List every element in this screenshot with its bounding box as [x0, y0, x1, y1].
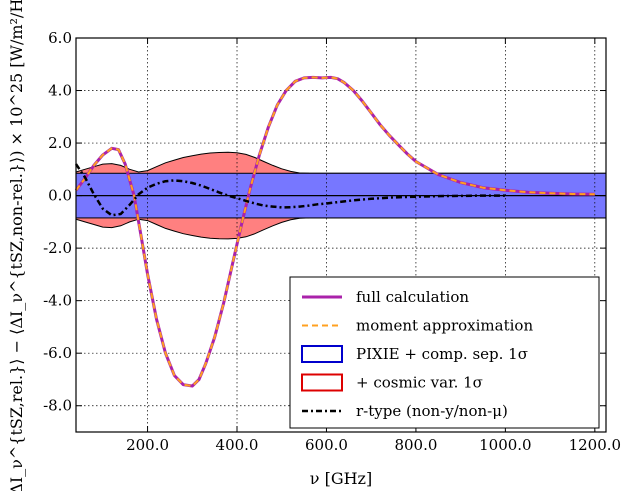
y-tick-label: -4.0 [43, 292, 72, 310]
legend: full calculation moment approximation PIXI… [289, 276, 600, 429]
x-axis-label: ν [GHz] [310, 469, 372, 488]
x-tick-label: 1200.0 [569, 436, 622, 454]
y-tick-label: 0.0 [48, 187, 72, 205]
legend-label: r-type (non-y/non-μ) [356, 402, 508, 420]
x-tick-label: 400.0 [216, 436, 259, 454]
y-tick-label: -8.0 [43, 397, 72, 415]
y-axis-label: (⟨ΔI_ν^{tSZ,rel.}⟩ − ⟨ΔI_ν^{tSZ,non-rel.… [7, 0, 26, 491]
y-tick-label: 2.0 [48, 134, 72, 152]
x-tick-label: 1000.0 [479, 436, 532, 454]
x-tick-label: 600.0 [305, 436, 348, 454]
legend-label: moment approximation [356, 317, 533, 335]
legend-label: full calculation [356, 288, 469, 306]
x-tick-label: 800.0 [394, 436, 437, 454]
y-tick-label: 6.0 [48, 29, 72, 47]
y-tick-label: -6.0 [43, 344, 72, 362]
legend-swatch-pixie [301, 345, 343, 363]
legend-swatch-cosmic [301, 373, 343, 392]
legend-label: + cosmic var. 1σ [356, 374, 483, 392]
plot-frame [75, 37, 607, 433]
y-tick-label: 4.0 [48, 82, 72, 100]
ticks-layer: 200.0 400.0 600.0 800.0 1000.0 1200.0 6.0 4.0 2.… [43, 29, 621, 454]
lines-layer [74, 75, 595, 388]
x-tick-label: 200.0 [126, 436, 169, 454]
legend-label: PIXIE + comp. sep. 1σ [356, 345, 528, 363]
moment-approximation-line [75, 76, 595, 387]
y-tick-label: -2.0 [43, 239, 72, 257]
r-type-line [74, 163, 506, 217]
